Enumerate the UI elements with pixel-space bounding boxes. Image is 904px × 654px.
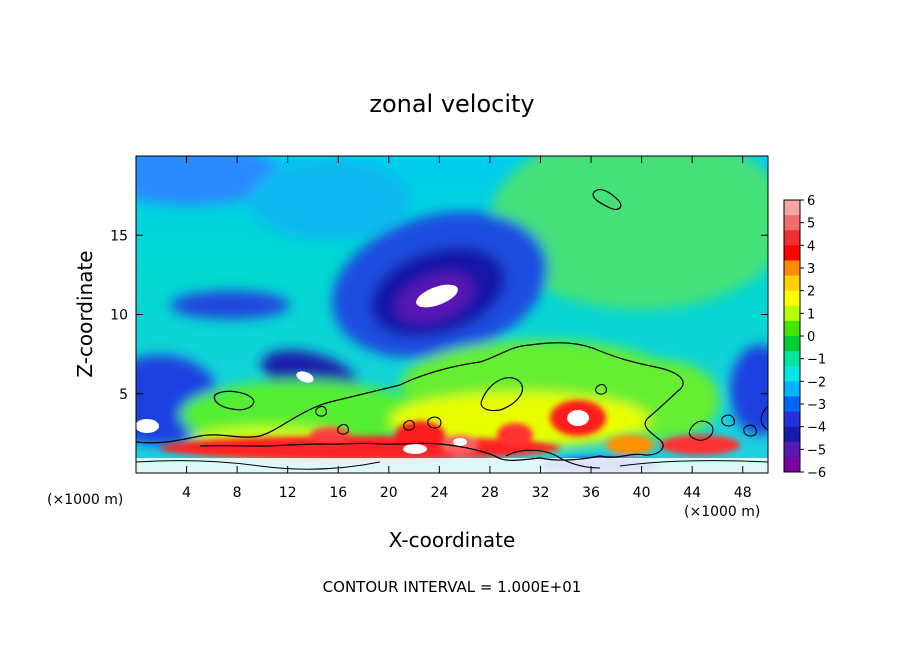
bottom-white-band (136, 458, 768, 473)
contour-loop-left (213, 390, 255, 411)
zero-contour-main (136, 342, 684, 461)
x-unit-label-left: (×1000 m) (47, 492, 123, 508)
colorbar-tick-label: −4 (807, 421, 826, 436)
colorbar-swatch (784, 245, 800, 261)
colorbar-swatch (784, 320, 800, 337)
colorbar-tick-label: −5 (807, 443, 826, 458)
colorbar-swatch (784, 351, 800, 367)
colorbar-swatch (784, 426, 800, 443)
colorbar (783, 199, 801, 473)
colorbar-swatch (784, 441, 800, 458)
colorbar-swatch (784, 336, 800, 352)
x-axis-ticks: 4 8 12 16 20 24 28 32 36 40 44 48 (182, 156, 752, 501)
colorbar-swatch (784, 275, 800, 292)
contour-small-6 (505, 449, 601, 469)
red-core-white-2 (403, 444, 427, 454)
y-axis-label: Z-coordinate (73, 250, 97, 377)
colorbar-tick-label: −2 (807, 375, 826, 390)
x-tick-label: 20 (380, 485, 398, 501)
x-tick-label: 44 (683, 485, 701, 501)
colorbar-tick-label: −1 (807, 353, 826, 368)
bottom-contour-a (136, 460, 381, 470)
contour-interval-note: CONTOUR INTERVAL = 1.000E+01 (323, 578, 582, 596)
colorbar-swatch (784, 260, 800, 277)
contour-right-2 (721, 414, 735, 427)
right-edge-blue (730, 345, 768, 435)
colorbar-swatch (784, 411, 800, 428)
contour-loop-top (592, 188, 622, 211)
contour-right-1 (688, 420, 714, 441)
x-tick-label: 32 (532, 485, 550, 501)
colorbar-tick-label: −6 (807, 466, 826, 481)
red-spot-2 (497, 423, 533, 447)
bottom-contour-b (619, 460, 768, 467)
x-tick-label: 16 (329, 485, 347, 501)
red-core-white-3 (453, 438, 467, 446)
contour-small-3 (403, 419, 415, 431)
colorbar-swatch (784, 456, 800, 473)
heatmap-field (136, 156, 768, 473)
contour-small-1 (315, 405, 327, 417)
x-tick-label: 40 (633, 485, 651, 501)
contour-small-4 (427, 416, 442, 429)
colorbar-tick-label: 0 (807, 330, 815, 345)
red-spot-5 (310, 427, 350, 443)
colorbar-tick-label: −3 (807, 398, 826, 413)
contour-loop-mid (480, 377, 523, 412)
colorbar-swatch (784, 290, 800, 307)
x-tick-label: 4 (182, 485, 191, 501)
x-axis-label: X-coordinate (389, 528, 516, 552)
colorbar-tick-label: 5 (807, 217, 815, 232)
colorbar-tick-label: 2 (807, 285, 815, 300)
contour-right-3 (743, 424, 757, 437)
x-tick-label: 48 (734, 485, 752, 501)
left-core-white (136, 419, 159, 433)
x-tick-label: 12 (279, 485, 297, 501)
colorbar-swatch (784, 381, 800, 397)
x-tick-label: 28 (481, 485, 499, 501)
contour-small-2 (337, 423, 349, 435)
colorbar-tick-label: 1 (807, 307, 815, 322)
y-tick-label: 10 (110, 308, 128, 324)
y-tick-label: 5 (119, 387, 128, 403)
contour-small-5 (595, 383, 607, 395)
low-jet-core-white (296, 371, 314, 383)
red-core-white-1 (567, 410, 589, 426)
colorbar-swatch (784, 230, 800, 246)
colorbar-swatch (784, 366, 800, 382)
upper-right-green-region (490, 156, 768, 310)
contour-right-edge (760, 405, 768, 431)
right-bottom-red (660, 435, 740, 455)
colorbar-tick-label: 4 (807, 239, 815, 254)
y-axis-ticks: 5 10 15 (110, 228, 768, 403)
colorbar-swatch (784, 305, 800, 322)
upper-left-blue-region (136, 156, 280, 205)
colorbar-swatch (784, 215, 800, 231)
colorbar-swatch (784, 396, 800, 413)
y-tick-label: 15 (110, 228, 128, 244)
orange-spot (606, 435, 654, 455)
colorbar-swatch (784, 200, 800, 216)
colorbar-ticks: 6 5 4 3 2 1 0 −1 −2 −3 −4 −5 −6 (800, 194, 826, 481)
x-tick-label: 36 (582, 485, 600, 501)
left-mid-blue-band (170, 291, 290, 319)
x-tick-label: 8 (233, 485, 242, 501)
x-unit-label-right: (×1000 m) (684, 504, 760, 520)
x-tick-label: 24 (430, 485, 448, 501)
colorbar-tick-label: 3 (807, 262, 815, 277)
upper-mid-cyan-region (250, 160, 410, 240)
colorbar-tick-label: 6 (807, 194, 815, 209)
jet-core-white (416, 284, 458, 308)
chart-title: zonal velocity (369, 90, 534, 118)
